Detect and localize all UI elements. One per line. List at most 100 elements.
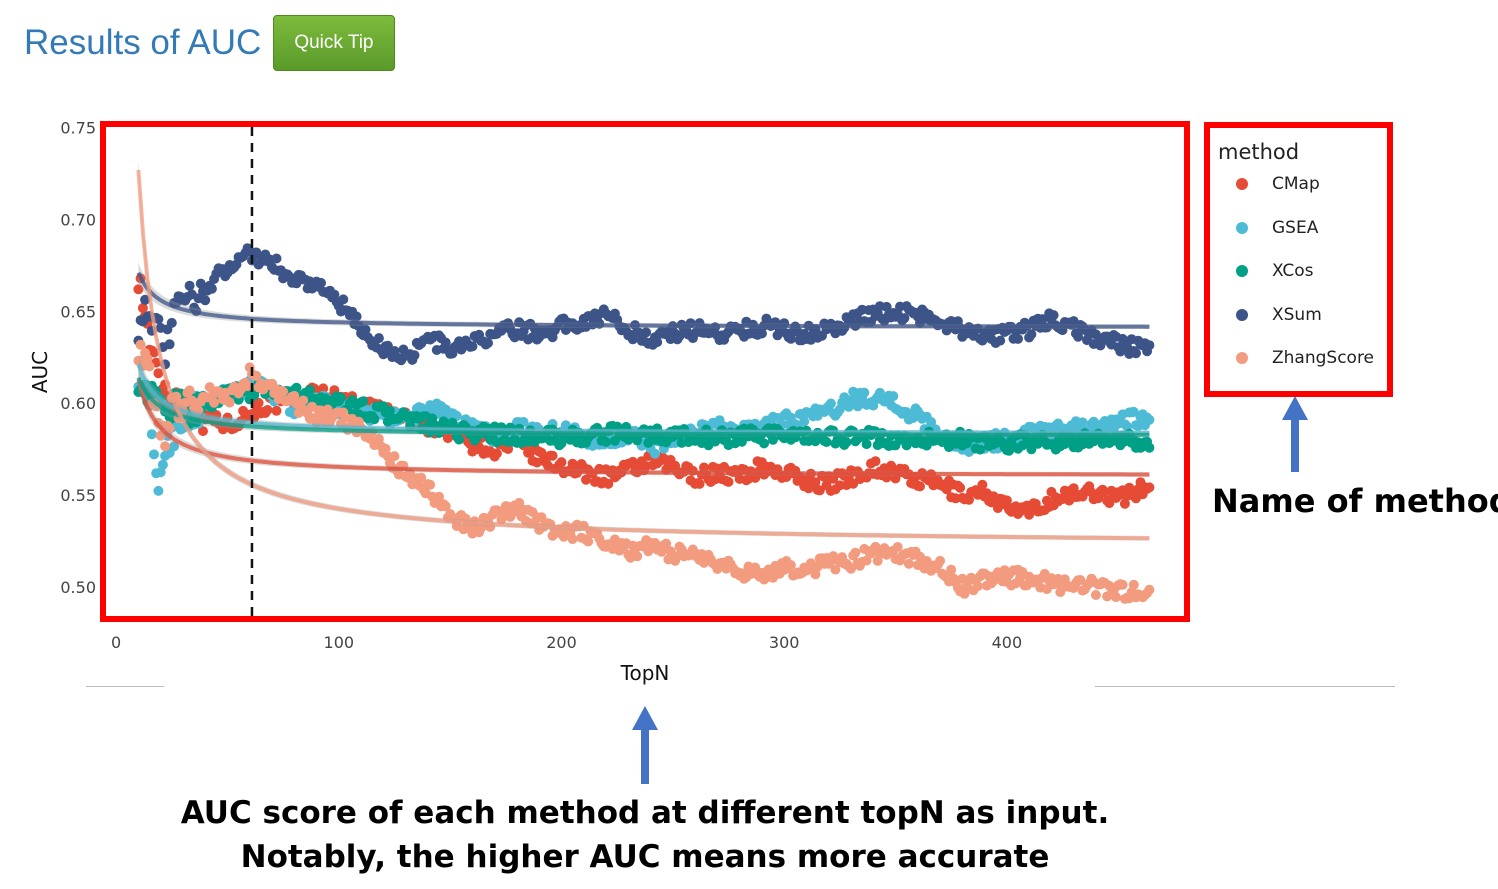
arrow-head <box>1282 396 1308 420</box>
data-point <box>756 328 767 339</box>
data-point <box>601 436 611 447</box>
legend-dot-xcos <box>1236 265 1248 277</box>
data-point <box>1013 333 1023 344</box>
data-point <box>164 423 175 434</box>
data-point <box>888 391 899 402</box>
data-point <box>1117 579 1128 590</box>
x-tick-label: 0 <box>111 633 121 652</box>
data-point <box>146 429 157 440</box>
data-point <box>166 317 177 328</box>
data-point <box>1073 331 1084 342</box>
legend-item-cmap[interactable]: CMap <box>1236 172 1320 196</box>
tab-divider-right <box>1095 686 1395 687</box>
data-point <box>184 385 195 396</box>
data-point <box>850 547 861 558</box>
series-xsum <box>133 243 1155 370</box>
data-point <box>567 534 578 545</box>
data-point <box>360 324 371 335</box>
data-point <box>641 327 652 338</box>
data-point <box>149 449 159 460</box>
data-point <box>650 448 660 459</box>
data-point <box>304 384 315 395</box>
data-point <box>846 563 856 574</box>
data-point <box>358 396 369 407</box>
data-point <box>567 458 578 469</box>
data-point <box>289 390 300 401</box>
data-point <box>137 303 148 313</box>
data-point <box>1090 590 1101 600</box>
legend-item-zhangscore[interactable]: ZhangScore <box>1236 346 1374 370</box>
x-axis-label: TopN <box>620 661 670 685</box>
x-tick-label: 200 <box>546 633 577 652</box>
data-point <box>153 368 164 379</box>
data-point <box>627 334 638 345</box>
data-point <box>1075 575 1086 585</box>
data-point <box>483 338 493 348</box>
data-point <box>556 457 567 468</box>
data-point <box>768 434 778 445</box>
data-point <box>1144 584 1155 595</box>
legend-dot-zhangscore <box>1236 352 1248 364</box>
data-point <box>859 387 870 398</box>
page-title: Results of AUC <box>24 23 262 62</box>
data-point <box>157 459 168 470</box>
data-point <box>434 491 444 502</box>
legend-dot-gsea <box>1236 222 1248 234</box>
x-tick-label: 100 <box>324 633 355 652</box>
data-point <box>1068 483 1079 494</box>
data-point <box>825 398 836 409</box>
data-point <box>351 311 362 322</box>
data-point <box>977 479 988 490</box>
legend-item-xsum[interactable]: XSum <box>1236 303 1322 327</box>
data-point <box>583 536 594 547</box>
data-point <box>242 381 253 392</box>
data-point <box>1144 414 1155 425</box>
data-point <box>603 478 614 489</box>
data-point <box>454 434 465 445</box>
data-point <box>785 560 796 571</box>
data-point <box>389 451 400 462</box>
data-point <box>149 347 159 358</box>
data-point <box>169 441 179 452</box>
data-point <box>153 314 164 325</box>
fit-line-xcos <box>136 376 1150 437</box>
legend-label-cmap: CMap <box>1272 174 1320 194</box>
legend-item-gsea[interactable]: GSEA <box>1236 216 1318 240</box>
fit-line-cmap <box>136 378 1150 477</box>
data-point <box>318 383 329 394</box>
data-point <box>955 482 966 493</box>
auc-annotation-line2: Notably, the higher AUC means more accur… <box>240 839 1050 875</box>
data-point <box>1144 340 1155 351</box>
series-zhangscore <box>133 339 1155 604</box>
data-point <box>935 555 946 566</box>
data-point <box>964 494 974 505</box>
fit-line-xsum <box>136 271 1150 329</box>
data-point <box>251 370 262 381</box>
chart-arrow <box>632 706 658 784</box>
legend-item-xcos[interactable]: XCos <box>1236 259 1314 283</box>
data-point <box>298 395 309 406</box>
data-point <box>759 438 770 449</box>
data-point <box>1119 498 1130 509</box>
data-point <box>322 404 333 415</box>
data-point <box>841 437 852 448</box>
data-point <box>899 313 910 324</box>
data-point <box>320 393 331 404</box>
data-point <box>750 472 761 483</box>
quick-tip-button[interactable]: Quick Tip <box>273 15 395 71</box>
data-point <box>892 542 903 552</box>
data-point <box>1111 592 1121 603</box>
legend-arrow <box>1282 396 1308 472</box>
data-point <box>627 456 638 467</box>
legend-title: method <box>1218 140 1300 164</box>
data-point <box>926 417 937 427</box>
data-point <box>135 339 146 350</box>
data-point <box>1131 348 1141 359</box>
data-point <box>409 350 420 361</box>
data-point <box>821 437 832 447</box>
data-point <box>903 558 914 569</box>
y-tick-label: 0.70 <box>60 210 96 229</box>
data-point <box>385 405 395 416</box>
data-point <box>338 294 349 305</box>
